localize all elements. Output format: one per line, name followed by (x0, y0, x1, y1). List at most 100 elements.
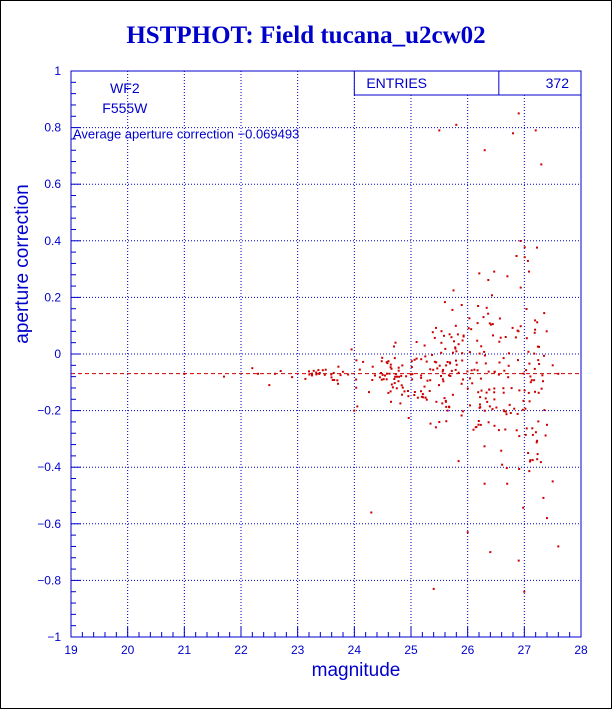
data-point (451, 393, 454, 396)
data-point (533, 331, 536, 334)
data-point (393, 345, 395, 348)
data-point (515, 255, 518, 257)
data-point (441, 378, 444, 381)
data-point (488, 388, 491, 391)
data-point (487, 312, 490, 315)
data-point (537, 420, 540, 423)
data-point (517, 112, 520, 115)
data-point (407, 395, 410, 398)
data-point (521, 408, 524, 411)
data-point (411, 378, 414, 381)
stats-entries-label: ENTRIES (366, 75, 427, 91)
data-point (456, 333, 459, 336)
data-point (551, 364, 554, 367)
data-point (445, 420, 448, 423)
y-tick-label: 1 (54, 64, 61, 78)
data-point (519, 240, 522, 242)
data-point (429, 379, 432, 382)
data-point (362, 360, 365, 363)
data-point (443, 301, 446, 304)
data-point (541, 374, 544, 377)
data-point (468, 351, 471, 354)
data-point (522, 399, 525, 402)
data-point (536, 458, 539, 461)
x-tick-label: 26 (461, 643, 475, 657)
data-point (507, 352, 510, 355)
data-point (485, 391, 488, 394)
data-point (511, 326, 514, 329)
data-point (487, 279, 490, 281)
data-point (525, 337, 528, 340)
data-point (449, 362, 452, 365)
data-point (401, 364, 404, 367)
data-point (380, 372, 382, 374)
data-point (543, 409, 546, 412)
data-point (507, 376, 510, 379)
data-point (476, 322, 479, 325)
data-point (381, 356, 384, 359)
data-point (557, 545, 560, 548)
data-point (435, 361, 438, 364)
y-tick-label: 0.8 (44, 121, 61, 135)
data-point (468, 317, 471, 320)
data-point (533, 379, 536, 382)
y-axis-title: aperture correction (12, 184, 33, 343)
data-point (389, 390, 392, 393)
data-point (472, 428, 475, 431)
data-point (512, 132, 514, 135)
y-tick-label: −0.6 (37, 517, 61, 531)
data-point (527, 452, 530, 454)
data-point (461, 410, 464, 413)
data-point (508, 403, 511, 406)
data-point (531, 427, 534, 430)
data-point (223, 375, 225, 378)
data-point (450, 369, 453, 372)
data-point (529, 381, 532, 384)
data-point (504, 336, 507, 338)
data-point (308, 370, 310, 373)
data-point (483, 350, 486, 353)
data-point (483, 409, 486, 412)
data-point (486, 400, 489, 403)
data-point (425, 398, 428, 401)
data-point (395, 387, 398, 390)
data-point (413, 391, 416, 393)
data-point (455, 359, 457, 362)
data-point (440, 375, 442, 377)
data-point (522, 372, 525, 375)
data-point (317, 369, 320, 372)
data-point (551, 480, 554, 483)
data-point (534, 328, 537, 331)
data-point (493, 387, 496, 390)
data-point (441, 402, 444, 405)
data-point (445, 364, 448, 367)
data-point (397, 380, 400, 383)
data-point (466, 387, 469, 390)
data-point (442, 380, 445, 383)
data-point (380, 360, 383, 363)
data-point (420, 376, 423, 379)
data-point (358, 368, 361, 371)
data-point (251, 367, 254, 370)
data-point (387, 391, 390, 394)
data-point (502, 387, 505, 390)
data-point (356, 405, 359, 408)
data-point (490, 323, 492, 326)
data-point (403, 390, 406, 393)
data-point (477, 423, 480, 426)
data-point (434, 426, 437, 429)
data-point (467, 327, 470, 330)
data-point (435, 400, 438, 403)
data-point (436, 367, 439, 370)
data-point (536, 439, 539, 442)
data-point (421, 393, 424, 396)
data-point (557, 372, 560, 375)
data-point (477, 305, 480, 307)
data-point (516, 412, 519, 415)
data-point (536, 246, 538, 249)
data-point (393, 357, 396, 360)
data-point (485, 306, 488, 309)
data-point (498, 361, 501, 364)
data-point (407, 390, 409, 392)
data-point (505, 467, 508, 470)
